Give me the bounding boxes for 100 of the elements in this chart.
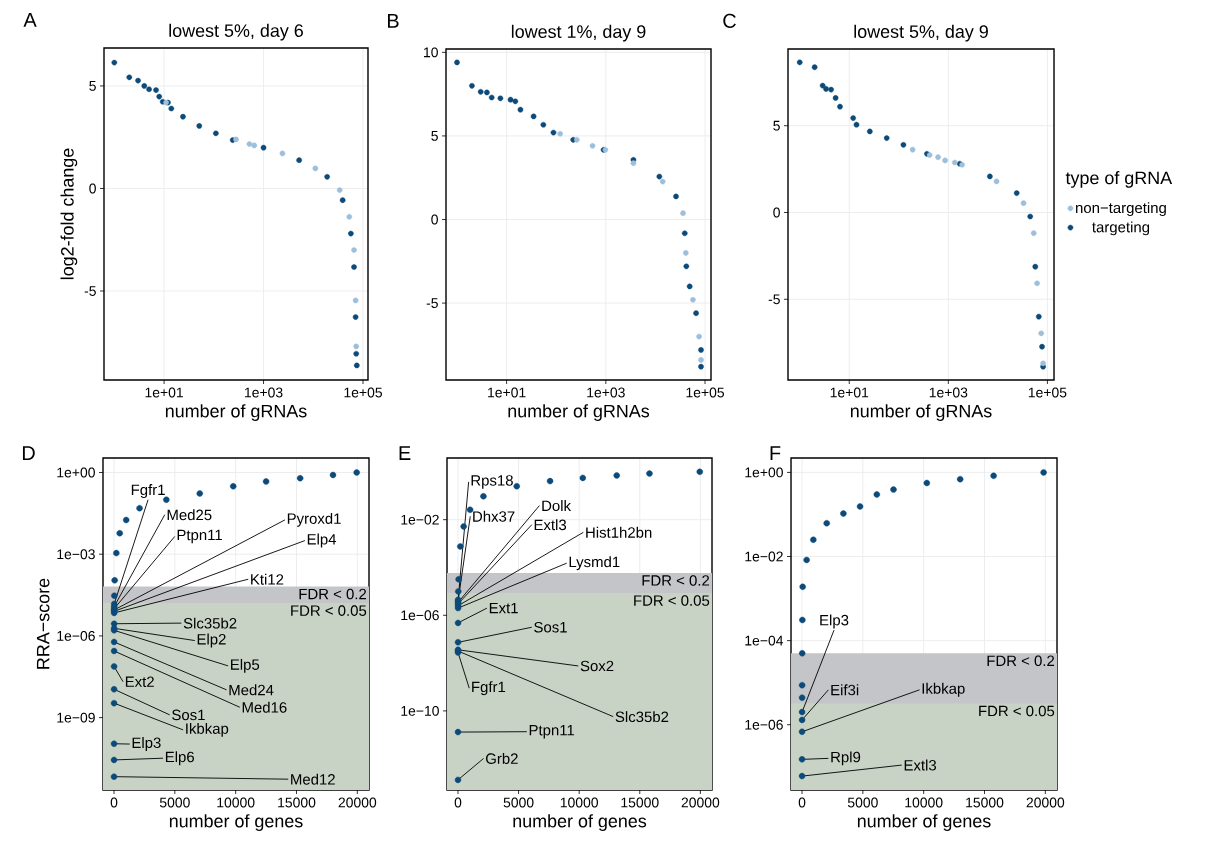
annotation: Ext2 [125,676,154,687]
annotation: Dhx37 [473,510,515,522]
annotation: Lysmd1 [569,556,620,571]
annotation: Fgfr1 [472,681,506,696]
x-tick-label: 15000 [966,797,1004,808]
y-tick-label: 5 [773,120,780,131]
annotation: Elp4 [307,533,337,548]
band-label: FDR < 0.2 [642,575,710,586]
y-axis-title: log2-fold change [60,148,78,280]
x-tick-label: 1e+05 [686,387,725,398]
x-tick-label: 1e+01 [488,387,526,398]
annotation: Sos1 [534,621,567,633]
x-tick-label: 20000 [338,797,377,808]
x-axis-title: number of gRNAs [850,404,992,421]
annotation: Ikbkap [922,682,965,697]
x-tick-label: 0 [454,797,462,808]
annotation: Ikbkap [186,722,229,737]
x-tick-label: 5000 [847,797,878,808]
x-tick-label: 1e+03 [245,387,283,398]
annotation: Eif3i [831,684,859,696]
chart-title: lowest 5%, day 6 [169,23,303,41]
annotation: Slc35b2 [615,711,669,723]
legend-label: non−targeting [1076,202,1166,217]
x-tick-label: 1e+05 [344,387,383,398]
annotation: Dolk [542,500,572,512]
annotation: Pyroxd1 [287,512,341,527]
x-tick-label: 0 [798,797,806,808]
x-tick-label: 5000 [503,797,534,808]
x-tick-label: 15000 [621,797,659,808]
y-tick-label: 1e−06 [745,719,783,730]
x-tick-label: 0 [110,797,118,808]
y-tick-label: 1e−03 [57,549,95,560]
annotation: Elp5 [231,658,260,673]
y-tick-label: -5 [768,294,780,305]
annotation: Fgfr1 [131,484,165,499]
annotation: Elp3 [820,614,849,629]
band-label: FDR < 0.05 [979,705,1055,717]
annotation: Kti12 [251,573,284,585]
chart-title: lowest 5%, day 9 [854,24,988,42]
y-tick-label: 1e−10 [401,705,439,716]
band-label: FDR < 0.05 [634,595,710,606]
band-label: FDR < 0.2 [299,588,367,600]
annotation: Elp6 [165,751,194,766]
y-tick-label: 1e−04 [745,635,784,646]
annotation: Hist1h2bn [586,526,652,538]
band-label: FDR < 0.05 [291,605,367,616]
x-axis-title: number of genes [513,814,647,831]
x-axis-title: number of gRNAs [508,404,650,421]
text: D [22,446,35,460]
y-tick-label: 1e−02 [745,551,783,562]
y-tick-label: 1e−02 [401,514,439,525]
annotation: Rpl9 [831,751,861,766]
annotation: Elp2 [197,633,226,648]
y-tick-label: -5 [426,298,438,308]
y-tick-label: 1e−06 [401,610,439,621]
y-tick-label: 5 [89,81,96,91]
annotation: Ext1 [489,602,518,614]
text: F [770,446,781,460]
annotation: Ptpn11 [177,529,222,544]
y-tick-label: 1e−09 [57,712,95,723]
x-tick-label: 10000 [560,797,599,808]
x-tick-label: 1e+03 [587,387,625,398]
x-tick-label: 1e+03 [929,387,968,398]
x-tick-label: 10000 [905,797,943,808]
band-label: FDR < 0.2 [987,655,1055,667]
x-axis-title: number of gRNAs [165,404,307,421]
y-tick-label: -5 [84,286,96,296]
y-tick-label: 0 [773,207,780,218]
annotation: Rps18 [471,475,513,489]
y-tick-label: 0 [431,214,438,225]
annotation: Grb2 [486,752,518,764]
y-tick-label: 5 [431,131,438,141]
x-tick-label: 1e+01 [145,387,183,398]
annotation: Sos1 [172,709,205,721]
x-tick-label: 20000 [681,797,720,808]
text: E [399,446,411,460]
x-tick-label: 20000 [1026,797,1065,808]
annotation: Ptpn11 [529,725,575,739]
x-axis-title: number of genes [857,814,991,831]
y-tick-label: 0 [89,183,96,194]
legend-title: type of gRNA [1065,171,1173,188]
x-tick-label: 1e+05 [1028,387,1067,398]
annotation: Slc35b2 [183,617,237,629]
y-tick-label: 10 [424,47,438,58]
annotation: Extl3 [534,519,567,531]
annotation: Extl3 [904,759,937,771]
text: B [388,14,399,28]
text: C [723,13,736,28]
text: A [23,12,37,27]
x-tick-label: 5000 [159,797,190,808]
annotation: Med24 [229,684,274,696]
y-tick-label: 1e+00 [745,467,783,478]
annotation: Med16 [242,701,287,713]
chart-title: lowest 1%, day 9 [511,24,646,42]
x-axis-title: number of genes [169,814,303,831]
legend-label: targeting [1092,221,1150,236]
x-tick-label: 1e+01 [830,387,869,398]
y-axis-title: RRA−score [36,578,50,669]
annotation: Med12 [291,773,335,785]
x-tick-label: 15000 [278,797,316,808]
